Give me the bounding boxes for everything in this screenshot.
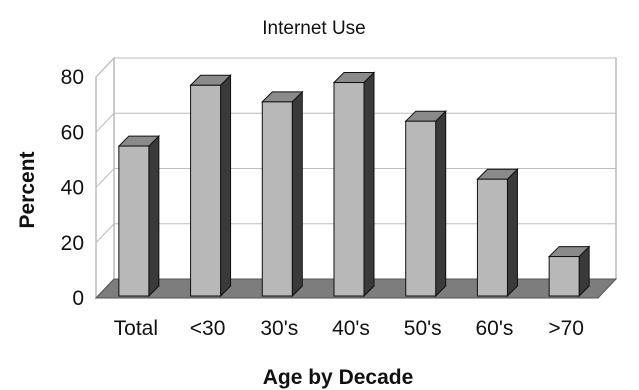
x-tick-label: 50's: [404, 317, 442, 340]
x-tick-label: 30's: [260, 317, 298, 340]
bars: [117, 71, 591, 298]
bar: [476, 168, 519, 298]
bar-side: [148, 134, 160, 298]
bar-side: [435, 109, 447, 298]
bar: [261, 90, 304, 298]
x-tick-label: Total: [114, 317, 158, 340]
gridline-side: [95, 168, 115, 188]
bar-front: [190, 84, 222, 297]
x-axis-ticks: Total <30 30's 40's 50's 60's >70: [114, 317, 584, 340]
bar-side: [220, 74, 232, 298]
bar-front: [118, 145, 150, 297]
x-axis-title: Age by Decade: [263, 366, 414, 389]
y-tick-label: 20: [61, 232, 84, 255]
y-tick-label: 0: [72, 287, 84, 310]
gridline-side: [95, 57, 115, 78]
y-tick-label: 60: [61, 121, 84, 144]
bar-front: [405, 120, 437, 297]
x-tick-label: <30: [190, 317, 226, 340]
bar-side: [506, 168, 518, 298]
x-tick-label: >70: [548, 317, 584, 340]
y-axis-ticks: 0 20 40 60 80: [61, 66, 84, 310]
chart-title: Internet Use: [262, 18, 366, 39]
bar-front: [261, 101, 293, 297]
bar-side: [363, 71, 375, 298]
bar: [332, 71, 376, 298]
bar-front: [476, 178, 508, 297]
y-tick-label: 40: [61, 177, 84, 200]
y-tick-label: 80: [61, 66, 84, 89]
bar: [547, 245, 591, 298]
bar: [189, 74, 232, 298]
bar-side: [291, 90, 303, 298]
bar-front: [548, 256, 580, 297]
x-tick-label: 60's: [475, 317, 513, 340]
bar: [404, 109, 447, 298]
bar: [117, 134, 161, 298]
x-tick-label: 40's: [332, 317, 370, 340]
gridline-side: [95, 223, 115, 244]
bar-front: [333, 82, 365, 297]
gridline-side: [95, 112, 115, 133]
y-axis-title: Percent: [16, 151, 39, 228]
